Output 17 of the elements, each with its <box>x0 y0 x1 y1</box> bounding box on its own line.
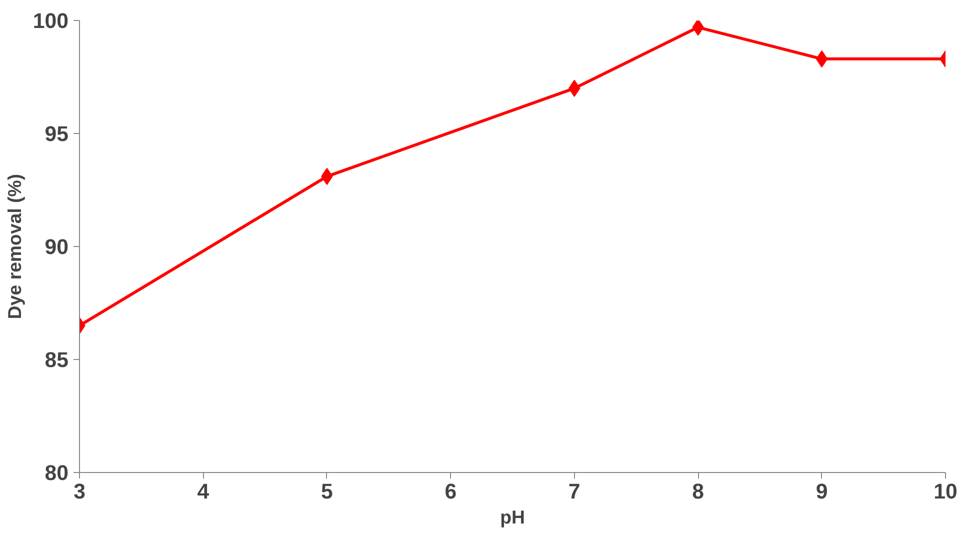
x-tick-label: 5 <box>321 480 333 504</box>
x-tick-label: 3 <box>74 480 86 504</box>
x-tick-label: 10 <box>934 480 958 504</box>
point <box>692 20 704 36</box>
point <box>816 50 828 68</box>
y-tick-label: 90 <box>44 235 69 259</box>
x-tick-label: 8 <box>692 480 704 504</box>
x-tick-label: 9 <box>816 480 828 504</box>
y-axis-title: Dye removal (%) <box>4 174 25 320</box>
y-tick-label: 95 <box>44 122 69 146</box>
y-tick-label: 100 <box>32 9 69 33</box>
y-tick-label: 85 <box>44 348 69 372</box>
x-tick-label: 6 <box>444 480 457 504</box>
x-axis-title: pH <box>500 506 525 528</box>
x-tick-label: 7 <box>568 480 580 504</box>
y-tick-label: 80 <box>44 461 69 485</box>
x-tick-label: 4 <box>197 480 210 504</box>
